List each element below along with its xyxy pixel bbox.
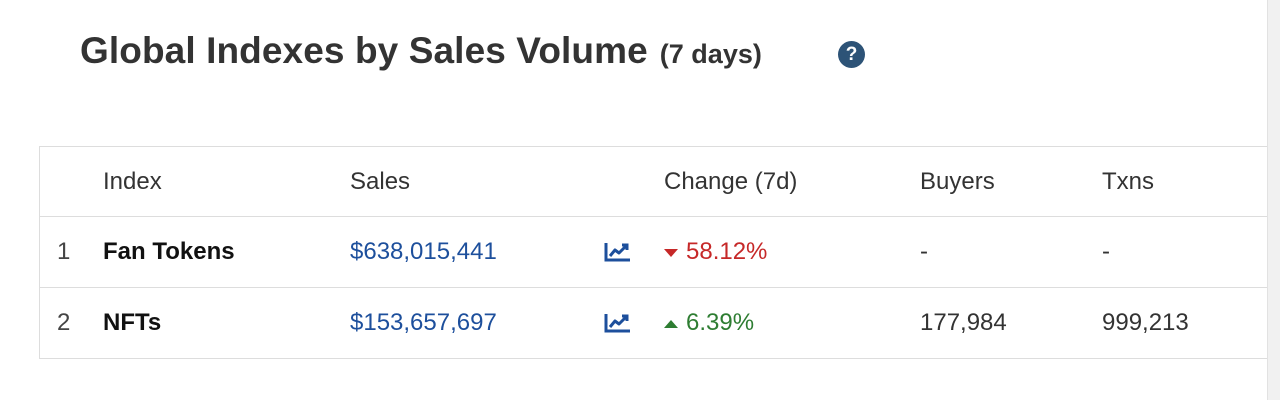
sales-value-link[interactable]: $153,657,697 bbox=[350, 309, 497, 336]
row-rank: 2 bbox=[57, 309, 71, 336]
index-name[interactable]: NFTs bbox=[103, 309, 162, 336]
column-header-sales[interactable]: Sales bbox=[350, 167, 411, 195]
buyers-value: - bbox=[920, 238, 928, 265]
vertical-scrollbar[interactable] bbox=[1267, 0, 1280, 400]
page-title: Global Indexes by Sales Volume bbox=[80, 30, 648, 71]
column-header-index[interactable]: Index bbox=[103, 167, 162, 195]
column-header-change[interactable]: Change (7d) bbox=[664, 167, 798, 195]
change-percent: 58.12% bbox=[686, 238, 768, 265]
buyers-value: 177,984 bbox=[920, 309, 1007, 336]
table-header-row: Index Sales Change (7d) Buyers Txns bbox=[40, 147, 1267, 216]
txns-value: - bbox=[1102, 238, 1110, 265]
caret-up-icon bbox=[664, 320, 678, 328]
column-header-buyers[interactable]: Buyers bbox=[920, 167, 995, 195]
change-percent: 6.39% bbox=[686, 309, 755, 336]
index-name[interactable]: Fan Tokens bbox=[103, 238, 235, 265]
line-chart-icon[interactable] bbox=[604, 217, 632, 287]
table-row: 2 NFTs $153,657,697 6.39% 177,984 999,21… bbox=[40, 287, 1267, 358]
page-header: Global Indexes by Sales Volume (7 days) bbox=[80, 30, 762, 72]
change-value: 58.12% bbox=[664, 217, 767, 287]
question-circle-icon[interactable]: ? bbox=[838, 41, 865, 68]
column-header-txns[interactable]: Txns bbox=[1102, 167, 1155, 195]
caret-down-icon bbox=[664, 249, 678, 257]
txns-value: 999,213 bbox=[1102, 309, 1189, 336]
line-chart-icon[interactable] bbox=[604, 288, 632, 358]
row-rank: 1 bbox=[57, 238, 71, 265]
index-table: Index Sales Change (7d) Buyers Txns 1 Fa… bbox=[39, 146, 1268, 359]
table-row: 1 Fan Tokens $638,015,441 58.12% - - bbox=[40, 216, 1267, 287]
page-subtitle: (7 days) bbox=[659, 39, 762, 69]
sales-value-link[interactable]: $638,015,441 bbox=[350, 238, 497, 265]
change-value: 6.39% bbox=[664, 288, 754, 358]
